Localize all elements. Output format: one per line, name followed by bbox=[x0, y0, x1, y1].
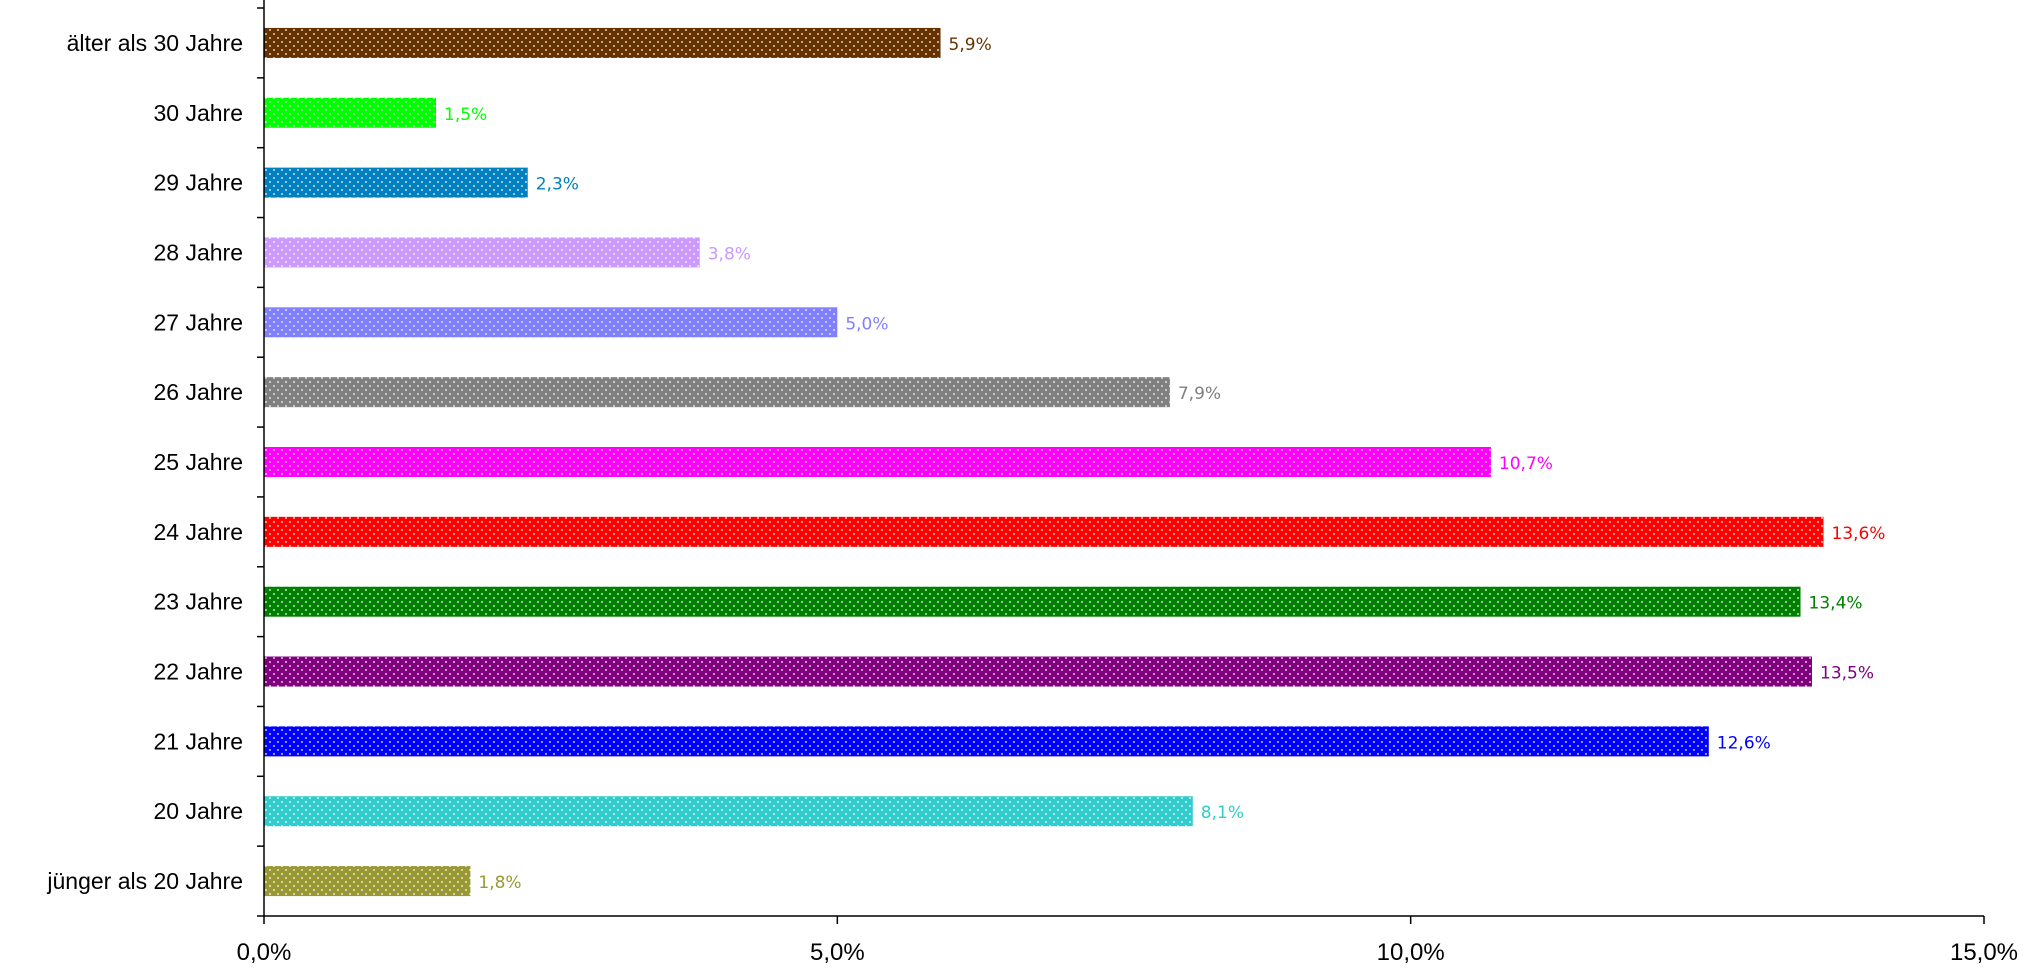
category-label: 27 Jahre bbox=[153, 309, 243, 335]
category-labels-group: älter als 30 Jahre 30 Jahre 29 Jahre 28 Jah… bbox=[46, 30, 243, 894]
category-label: 25 Jahre bbox=[153, 449, 243, 475]
category-label: 26 Jahre bbox=[153, 379, 243, 405]
data-label: 13,6% bbox=[1831, 524, 1885, 544]
data-labels-group: 5,9% 1,5% 2,3% 3,8% 5,0% 7,9% 10,7% 13,6% 13,4% 1… bbox=[444, 35, 1885, 893]
bars-group bbox=[264, 27, 1824, 897]
axes-group: 0,0% 5,0% 10,0% 15,0% bbox=[237, 0, 2018, 966]
data-label: 7,9% bbox=[1178, 384, 1221, 404]
bar bbox=[264, 447, 1491, 477]
data-label: 1,8% bbox=[478, 873, 521, 893]
bar bbox=[264, 307, 838, 338]
x-tick-label: 15,0% bbox=[1950, 939, 2018, 966]
x-tick-label: 10,0% bbox=[1377, 939, 1445, 966]
bar bbox=[264, 27, 941, 58]
bar bbox=[264, 516, 1824, 547]
bar bbox=[264, 167, 528, 198]
data-label: 13,4% bbox=[1809, 594, 1863, 614]
data-label: 13,5% bbox=[1820, 664, 1874, 684]
bar bbox=[264, 866, 471, 897]
data-label: 5,9% bbox=[949, 35, 992, 55]
category-label: 21 Jahre bbox=[153, 728, 243, 754]
category-label: älter als 30 Jahre bbox=[67, 30, 243, 56]
category-label: 29 Jahre bbox=[153, 170, 243, 196]
category-label: 23 Jahre bbox=[153, 589, 243, 615]
bar bbox=[264, 97, 436, 128]
data-label: 2,3% bbox=[536, 175, 579, 195]
bar bbox=[264, 726, 1709, 757]
data-label: 5,0% bbox=[845, 314, 888, 334]
data-label: 8,1% bbox=[1201, 803, 1244, 823]
category-label: jünger als 20 Jahre bbox=[46, 868, 243, 894]
bar bbox=[264, 377, 1170, 408]
x-tick-label: 0,0% bbox=[237, 939, 292, 966]
bar bbox=[264, 586, 1801, 617]
bar bbox=[264, 656, 1812, 687]
category-label: 22 Jahre bbox=[153, 659, 243, 685]
bar bbox=[264, 237, 700, 268]
category-label: 30 Jahre bbox=[153, 100, 243, 126]
data-label: 12,6% bbox=[1717, 733, 1771, 753]
data-label: 1,5% bbox=[444, 105, 487, 125]
category-label: 24 Jahre bbox=[153, 519, 243, 545]
category-label: 20 Jahre bbox=[153, 798, 243, 824]
bar bbox=[264, 796, 1193, 827]
data-label: 3,8% bbox=[708, 244, 751, 264]
category-label: 28 Jahre bbox=[153, 239, 243, 265]
data-label: 10,7% bbox=[1499, 454, 1553, 474]
x-tick-label: 5,0% bbox=[810, 939, 865, 966]
